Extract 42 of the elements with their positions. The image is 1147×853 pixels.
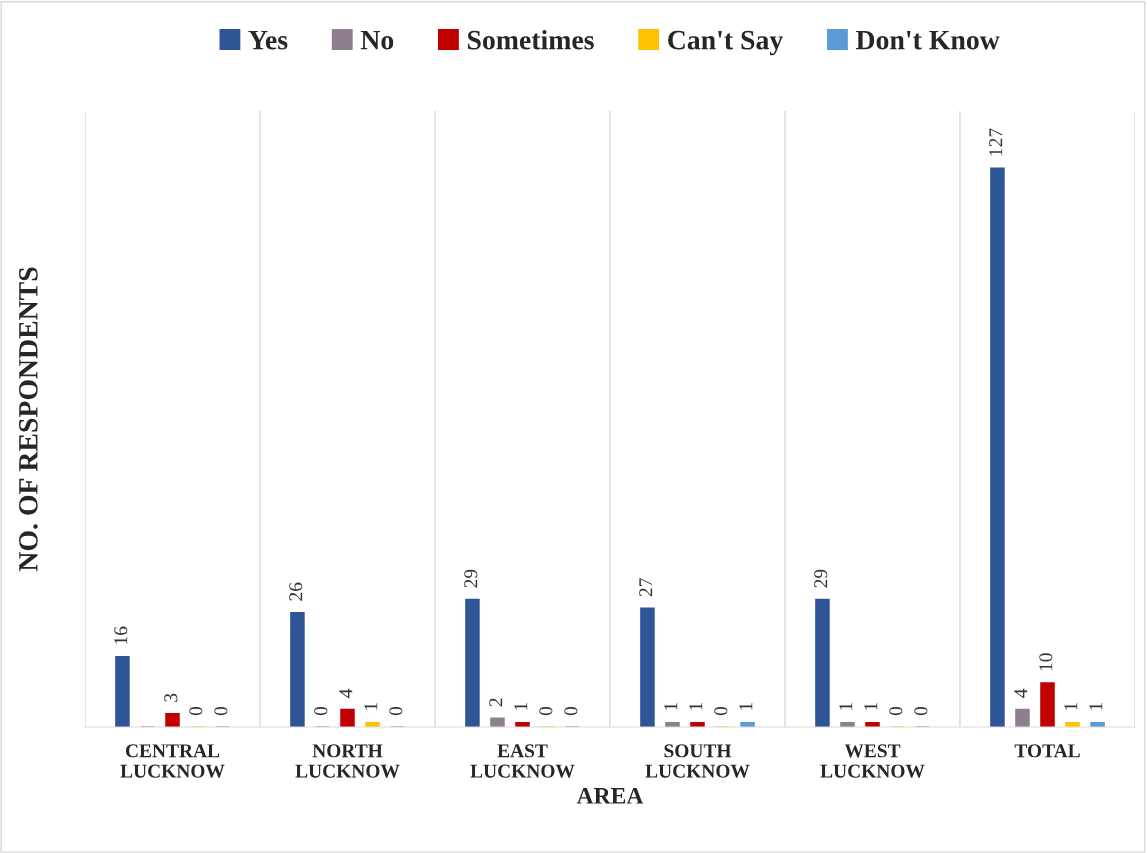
data-label: 26 (289, 582, 303, 601)
data-label: 3 (164, 693, 178, 702)
data-label: 0 (214, 706, 228, 716)
legend-label: No (360, 31, 394, 50)
data-label: 29 (464, 569, 478, 588)
data-label: 1 (1064, 702, 1078, 710)
data-label: 2 (489, 698, 503, 707)
legend-label: Can't Say (668, 30, 784, 56)
x-tick-label: TOTAL (1014, 744, 1080, 758)
data-label: 0 (539, 706, 553, 716)
x-axis-title: AREA (576, 787, 644, 804)
x-tick-label: SOUTH LUCKNOW (645, 744, 750, 778)
data-label: 29 (814, 569, 828, 588)
legend-label: Yes (248, 31, 288, 50)
data-label: 1 (1089, 702, 1103, 710)
data-label: 0 (714, 706, 728, 716)
data-label: 1 (739, 702, 753, 710)
data-label: 4 (1014, 688, 1028, 698)
data-label: 0 (314, 706, 328, 716)
data-label: 1 (689, 702, 703, 710)
x-tick-label: EAST LUCKNOW (470, 744, 575, 778)
data-label: 1 (514, 702, 528, 710)
data-label: 1 (364, 702, 378, 710)
data-label: 0 (889, 706, 903, 716)
data-label: 1 (664, 702, 678, 710)
data-label: 0 (914, 706, 928, 716)
x-tick-label: WEST LUCKNOW (820, 744, 925, 778)
data-label: 0 (564, 706, 578, 716)
data-label: 1 (864, 702, 878, 710)
legend-label: Don't Know (855, 31, 1000, 50)
data-label: 0 (389, 706, 403, 716)
legend-label: Sometimes (467, 29, 594, 50)
x-tick-label: NORTH LUCKNOW (295, 744, 400, 778)
data-label: 16 (114, 626, 128, 644)
x-tick-label: CENTRAL LUCKNOW (120, 744, 225, 778)
data-label: 27 (639, 578, 653, 597)
y-axis-title: NO. OF RESPONDENTS (19, 267, 38, 572)
data-label: 4 (339, 688, 353, 698)
data-label: 127 (989, 128, 1003, 156)
data-label: 0 (189, 706, 203, 716)
data-label: 1 (839, 702, 853, 710)
data-label: 10 (1039, 653, 1053, 671)
